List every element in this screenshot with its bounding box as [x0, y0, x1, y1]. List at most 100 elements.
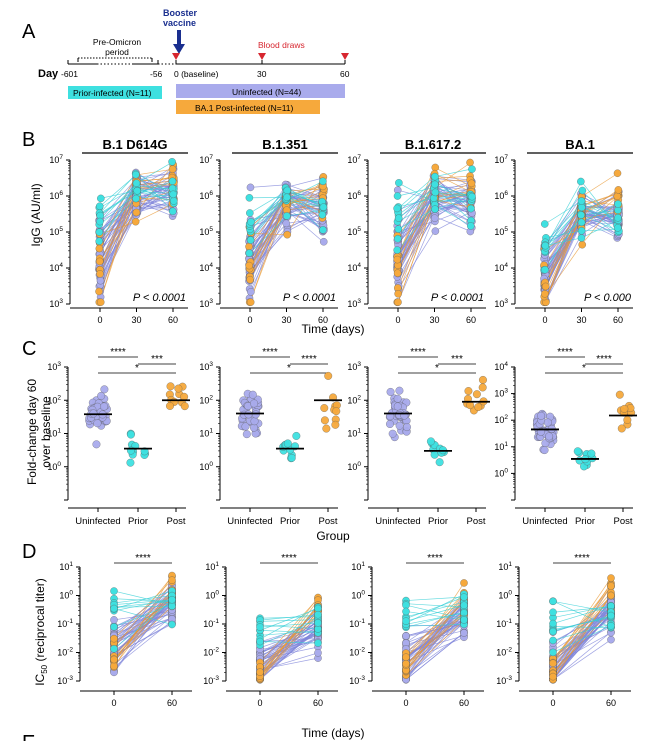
post-infected-point: [541, 290, 549, 298]
ic50-x-tick-label: 0: [550, 698, 555, 708]
tick-exponent: 5: [357, 226, 361, 233]
prior-infected-point: [460, 601, 468, 609]
prior-infected-point: [402, 601, 410, 609]
uninfected-point: [250, 417, 259, 426]
tick-base: 10: [494, 389, 504, 399]
group-label: Uninfected: [522, 516, 567, 527]
group-label: Post: [613, 516, 632, 527]
post-infected-point: [110, 662, 118, 670]
post-infected-bar: [176, 100, 320, 114]
ic50-y-tick-label: 10-3: [57, 675, 73, 686]
group-label: Uninfected: [375, 516, 420, 527]
uninfected-trajectory: [552, 639, 612, 680]
igg-y-tick-label: 106: [199, 190, 213, 201]
uninfected-trajectory: [405, 606, 465, 650]
fold-y-tick-label: 101: [494, 441, 508, 452]
blood-draw-marker-icon: [258, 53, 266, 60]
prior-infected-point: [132, 194, 140, 203]
post-infected-trajectory: [405, 611, 465, 666]
data-points: [402, 579, 468, 684]
uninfected-trajectory: [259, 610, 319, 662]
uninfected-trajectory: [405, 632, 465, 676]
post-infected-trajectory: [259, 606, 319, 673]
post-infected-point: [474, 403, 483, 412]
tick-base: 10: [59, 591, 69, 601]
igg-y-tick-label: 105: [494, 226, 508, 237]
post-infected-trajectory: [259, 598, 319, 663]
ic50-y-tick-label: 10-2: [496, 647, 512, 658]
tick-base: 10: [205, 562, 215, 572]
uninfected-point: [110, 616, 118, 624]
fold-y-tick-label: 103: [47, 361, 61, 372]
prior-infected-point: [133, 187, 141, 195]
prior-infected-trajectory: [405, 624, 465, 627]
data-points: [245, 173, 328, 306]
post-infected-point: [578, 240, 586, 249]
tick-exponent: 6: [357, 190, 361, 197]
tick-exponent: 2: [504, 414, 508, 421]
uninfected-trajectory: [113, 616, 173, 666]
prior-infected-point: [549, 597, 557, 606]
panel-a: A Day -601 -56 0 (baseline) 30 60 Pre-Om…: [22, 8, 350, 114]
tick-base: 10: [494, 155, 504, 165]
tick-exponent: 6: [209, 190, 213, 197]
ic50-significance: ****: [427, 553, 443, 564]
post-infected-trajectory: [405, 614, 465, 664]
uninfected-trajectory: [113, 598, 173, 628]
ic50-y-tick-label: 101: [498, 561, 512, 572]
prior-infected-point: [394, 225, 403, 233]
panel-c: C Fold-change day 60 over baseline Group…: [22, 338, 637, 543]
tick-base: 10: [494, 442, 504, 452]
uninfected-point: [386, 420, 394, 428]
fold-y-tick-label: 101: [347, 428, 361, 439]
igg-y-tick-label: 103: [347, 298, 361, 309]
tick-base: 10: [47, 462, 57, 472]
uninfected-vs-prior-significance: ****: [110, 347, 126, 358]
ic50-y-tick-label: 10-1: [496, 618, 512, 629]
fold-y-tick-label: 102: [47, 394, 61, 405]
tick-exponent: 4: [504, 262, 508, 269]
tick-exponent: 1: [504, 441, 508, 448]
tick-base: 10: [203, 648, 213, 658]
group-label: Prior: [128, 516, 148, 527]
prior-infected-trajectory: [113, 590, 173, 606]
prior-infected-point: [283, 439, 292, 448]
ic50-x-tick-label: 60: [167, 698, 177, 708]
igg-y-tick-label: 104: [49, 262, 63, 273]
prior-infected-trajectory: [259, 619, 319, 622]
tick-exponent: 4: [504, 361, 508, 368]
tick-exponent: 0: [209, 461, 213, 468]
panel-letter-c: C: [22, 338, 36, 360]
tick-exponent: 6: [504, 190, 508, 197]
fold-y-tick-label: 103: [347, 361, 361, 372]
prior-infected-point: [577, 218, 586, 227]
tick-exponent: -2: [359, 647, 365, 654]
igg-x-tick-label: 60: [466, 315, 476, 325]
uninfected-vs-post-significance: *: [582, 363, 586, 374]
tick-base: 10: [47, 362, 57, 372]
prior-infected-point: [577, 177, 585, 186]
tick-exponent: -1: [359, 618, 365, 625]
p-value: P < 0.000: [584, 292, 632, 304]
group-label: Post: [318, 516, 337, 527]
prior-infected-bar: [68, 86, 162, 99]
variant-title: B.1.617.2: [405, 137, 461, 152]
tick-base: 10: [49, 155, 59, 165]
post-infected-trajectory: [405, 619, 465, 676]
prior-infected-point: [126, 458, 135, 467]
igg-x-tick-label: 0: [247, 315, 252, 325]
uninfected-trajectory: [113, 597, 173, 673]
post-infected-point: [617, 424, 626, 433]
prior-infected-trajectory: [405, 601, 465, 618]
tick-exponent: -3: [213, 675, 219, 682]
igg-y-tick-label: 107: [49, 154, 63, 165]
uninfected-trajectory: [552, 631, 612, 680]
prior-infected-point: [607, 622, 615, 630]
prior-infected-point: [132, 179, 141, 187]
uninfected-point: [241, 422, 250, 431]
